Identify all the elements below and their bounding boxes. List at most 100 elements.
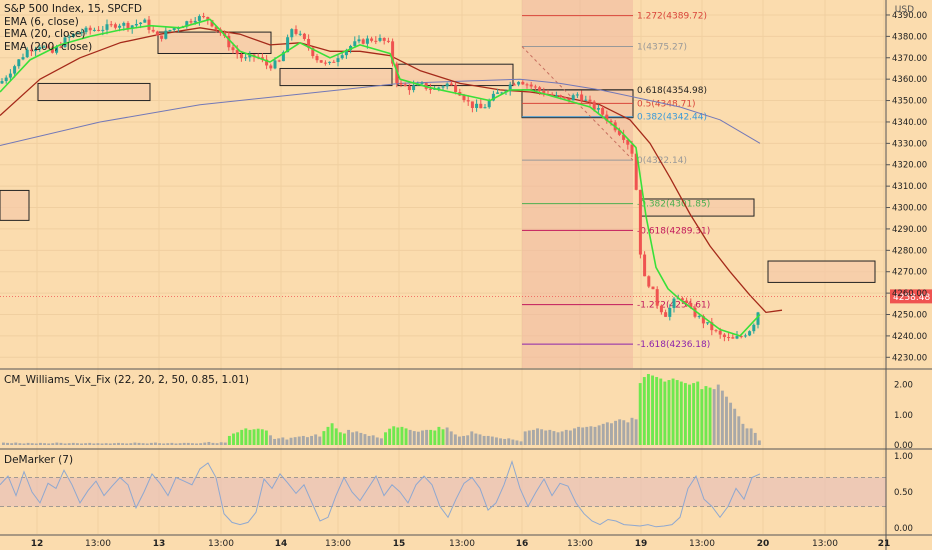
vix-fix-bar [614, 420, 618, 445]
candle-body [143, 19, 147, 23]
candle-body [244, 57, 248, 59]
candle-body [210, 20, 214, 27]
candle-body [134, 24, 138, 26]
vix-fix-bar [248, 429, 252, 445]
candle-body [97, 29, 101, 31]
candle-body [319, 60, 323, 63]
ema200-label: EMA (200, close) [4, 40, 93, 53]
price-tick-label: 4280.00 [892, 246, 927, 256]
vix-fix-bar [51, 443, 55, 445]
candle-body [147, 19, 151, 30]
vix-fix-bar [560, 431, 564, 445]
vix-fix-bar [47, 443, 51, 445]
vix-fix-bar [605, 422, 609, 445]
price-tick-label: 4310.00 [892, 182, 927, 192]
ema20-label: EMA (20, close) [4, 28, 86, 40]
vix-fix-bar [737, 416, 741, 445]
time-tick-label: 19 [635, 539, 648, 549]
candle-body [298, 33, 302, 35]
vix-fix-bar [170, 442, 174, 445]
candle-body [332, 61, 336, 63]
candle-body [739, 336, 743, 338]
fib-level-label: -0.618(4289.31) [637, 226, 710, 236]
vix-fix-bar [462, 435, 466, 445]
vix-fix-bar [458, 436, 461, 445]
price-tick-label: 4230.00 [892, 353, 927, 363]
fib-level-label: 1.272(4389.72) [637, 12, 707, 22]
zone-rect [767, 260, 876, 283]
vix-fix-bar [59, 442, 63, 445]
time-tick-label: 13 [153, 539, 166, 549]
candle-body [538, 87, 542, 91]
vix-fix-bar [474, 433, 478, 445]
vix-fix-bar [577, 426, 581, 445]
vix-fix-bar [688, 384, 691, 445]
candle-body [231, 47, 235, 51]
ema6-path [0, 18, 761, 337]
vix-fix-bar [642, 377, 646, 445]
vix-fix-bar [511, 439, 515, 445]
candle-body [462, 95, 466, 101]
candle-body [315, 56, 319, 61]
vix-fix-bar [499, 438, 502, 445]
vix-fix-bar [515, 440, 519, 445]
vix-fix-bar [318, 436, 322, 445]
candle-body [76, 32, 80, 34]
vix-fix-bar [240, 429, 244, 445]
candle-body [378, 37, 382, 41]
fib-level-label: -1.618(4236.18) [637, 340, 710, 350]
vix-fix-bar [392, 426, 396, 445]
ema6-line [0, 18, 761, 337]
vix-fix-bar [638, 383, 642, 445]
vix-fix-bar [326, 426, 330, 445]
vix-fix-bar [347, 429, 350, 445]
currency-label: USD [895, 5, 914, 15]
vix-fix-bar [117, 442, 120, 445]
vix-fix-bar [421, 430, 424, 445]
candle-body [479, 103, 483, 109]
vix-fix-bar [277, 438, 281, 445]
candle-body [596, 108, 600, 110]
ema6-label: EMA (6, close) [4, 15, 79, 28]
candle-body [420, 82, 424, 84]
vix-fix-bar [22, 443, 26, 445]
vix-fix-bar [733, 408, 737, 445]
fib-level-label: 0(4322.14) [637, 156, 687, 166]
candle-body [735, 336, 739, 339]
ema200-line [0, 78, 761, 146]
vix-fix-bar [700, 389, 704, 445]
vix-fix-bar [84, 443, 88, 445]
vix-fix-bar [75, 443, 79, 445]
vix-fix-bar [741, 423, 745, 445]
vix-fix-bar [203, 442, 207, 445]
vix-fix-bar [729, 402, 733, 445]
candle-body [559, 95, 563, 98]
candle-body [130, 25, 134, 29]
main-legend: S&P 500 Index, 15, SPCFD EMA (6, close) … [4, 3, 142, 53]
candle-body [550, 94, 554, 96]
candle-body [17, 59, 21, 67]
vix-fix-bar [67, 443, 71, 445]
candle-body [118, 25, 122, 28]
vix-fix-bar [63, 443, 67, 445]
candle-body [105, 24, 109, 30]
candle-body [67, 36, 71, 38]
vix-fix-bar [174, 443, 178, 445]
candle-body [580, 94, 584, 101]
time-tick-label: 13:00 [208, 539, 234, 549]
vix-fix-bar [244, 428, 248, 445]
vix-fix-bar [141, 443, 145, 445]
candle-body [344, 49, 348, 56]
vix-fix-bar [659, 378, 663, 445]
candle-body [693, 307, 697, 317]
candle-body [706, 322, 710, 324]
vix-fix-bar [593, 426, 597, 445]
vix-fix-bar [745, 428, 749, 445]
vix-fix-bar [696, 381, 700, 445]
vix-fix-bar [104, 443, 108, 445]
candle-body [189, 21, 193, 23]
vix-fix-bar [429, 429, 433, 445]
vix-fix-bar [622, 420, 626, 445]
candle-body [466, 100, 470, 102]
